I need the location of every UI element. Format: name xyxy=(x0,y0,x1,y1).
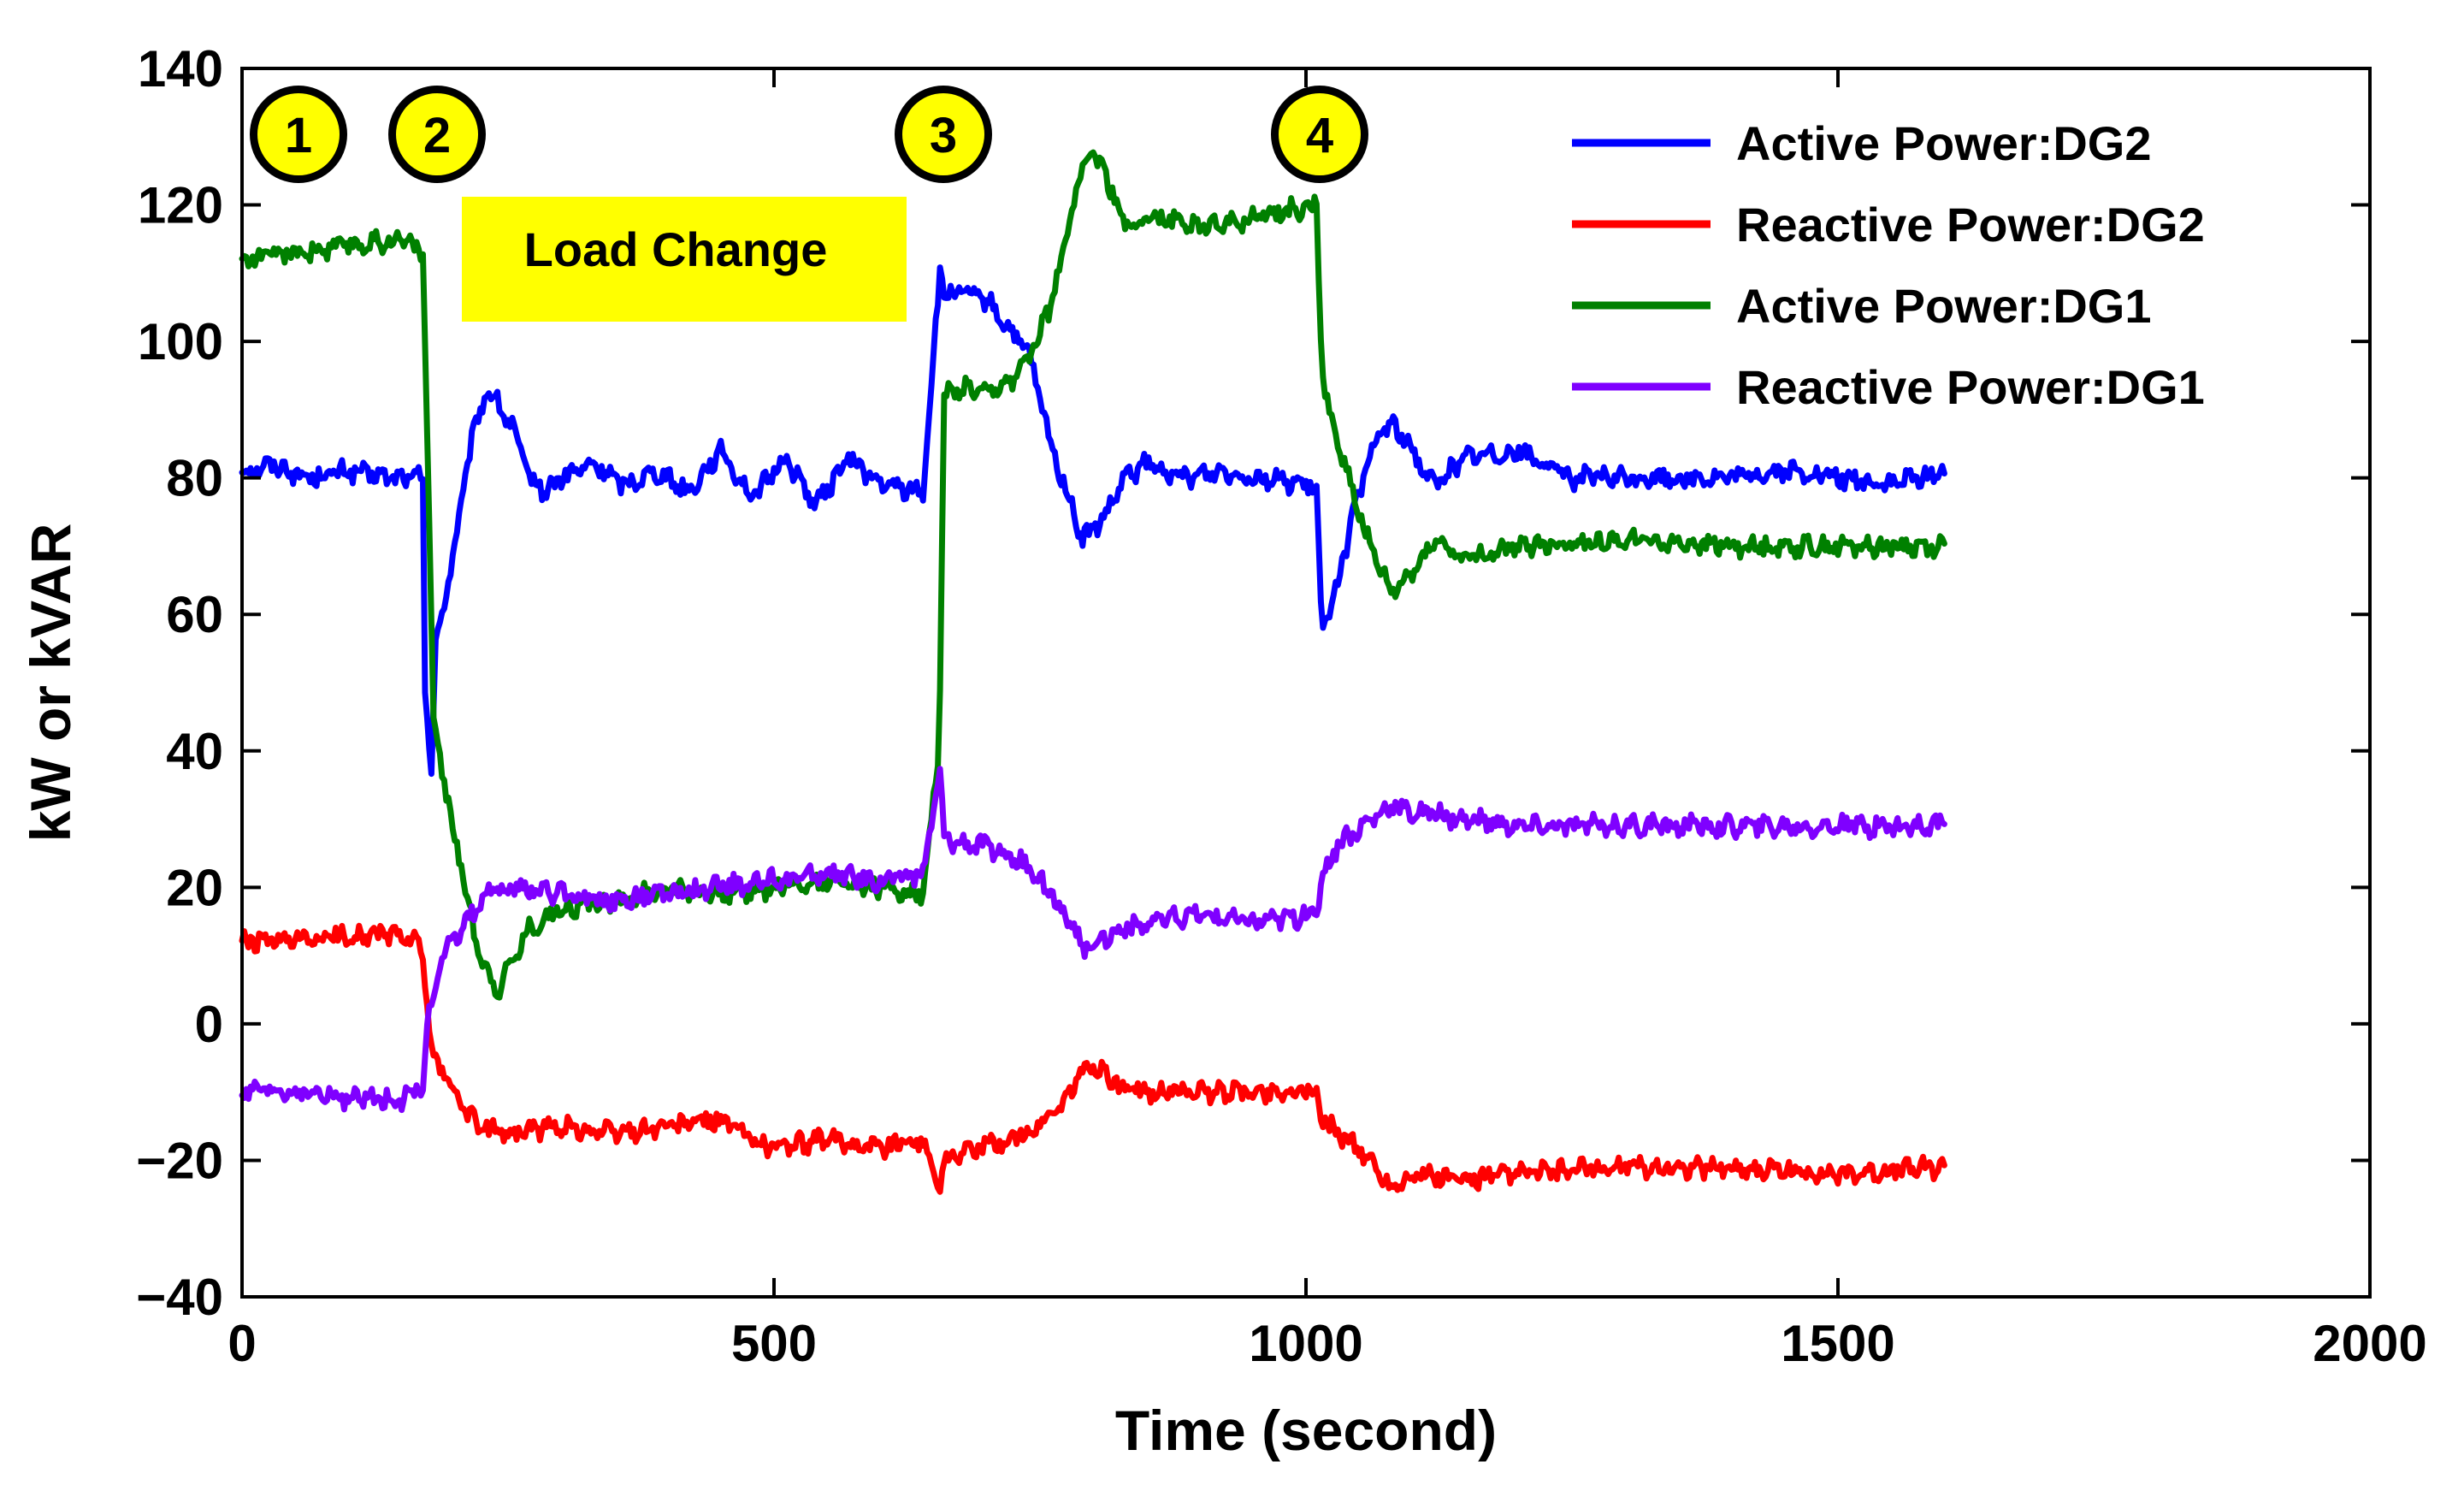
y-tick-label: 120 xyxy=(138,177,223,234)
legend: Active Power:DG2 Reactive Power:DG2 Active… xyxy=(1572,116,2205,414)
legend-item: Reactive Power:DG1 xyxy=(1572,360,2205,414)
y-tick-label: 20 xyxy=(166,859,223,916)
marker-label: 2 xyxy=(423,108,451,163)
legend-label: Reactive Power:DG1 xyxy=(1736,360,2205,414)
y-tick-label: 40 xyxy=(166,723,223,780)
marker-2: 2 xyxy=(388,86,486,183)
marker-label: 1 xyxy=(285,108,312,163)
y-tick-label: 140 xyxy=(138,40,223,98)
series-line-active-power-dg1 xyxy=(239,149,1947,1001)
x-tick-label: 1500 xyxy=(1781,1315,1894,1372)
series-line-active-power-dg2 xyxy=(239,264,1947,778)
x-axis-title: Time (second) xyxy=(1115,1399,1497,1462)
series-line-reactive-power-dg1 xyxy=(239,766,1947,1114)
legend-item: Active Power:DG2 xyxy=(1572,116,2152,170)
marker-circle xyxy=(396,93,478,175)
x-tick-label: 2000 xyxy=(2313,1315,2426,1372)
legend-label: Active Power:DG2 xyxy=(1736,116,2152,170)
load-change-box xyxy=(462,197,907,322)
series-line-reactive-power-dg2 xyxy=(239,922,1947,1195)
y-tick-label: 0 xyxy=(195,996,223,1053)
marker-circle xyxy=(1279,93,1361,175)
legend-label: Active Power:DG1 xyxy=(1736,279,2152,333)
annotations-layer: 1 2 3 4 Load Change xyxy=(250,86,1368,322)
x-tick-label: 0 xyxy=(227,1315,256,1372)
y-tick-label: 100 xyxy=(138,313,223,370)
marker-4: 4 xyxy=(1271,86,1368,183)
y-tick-label: −40 xyxy=(136,1269,223,1326)
load-change-label: Load Change xyxy=(524,222,828,276)
legend-label: Reactive Power:DG2 xyxy=(1736,198,2205,251)
ticks-layer: 0 500 1000 1500 2000 140 120 100 80 60 40 20 0 −20 −40 xyxy=(136,40,2427,1372)
y-tick-label: 80 xyxy=(166,450,223,507)
marker-label: 4 xyxy=(1306,108,1333,163)
y-axis-title: kW or kVAR xyxy=(19,524,82,843)
marker-circle xyxy=(257,93,340,175)
legend-item: Reactive Power:DG2 xyxy=(1572,198,2205,251)
legend-item: Active Power:DG1 xyxy=(1572,279,2152,333)
x-tick-label: 500 xyxy=(731,1315,817,1372)
marker-label: 3 xyxy=(930,108,957,163)
series-layer xyxy=(239,149,1947,1195)
x-tick-label: 1000 xyxy=(1249,1315,1362,1372)
marker-circle xyxy=(902,93,984,175)
y-tick-label: −20 xyxy=(136,1132,223,1189)
marker-1: 1 xyxy=(250,86,347,183)
marker-3: 3 xyxy=(895,86,992,183)
y-tick-label: 60 xyxy=(166,586,223,643)
